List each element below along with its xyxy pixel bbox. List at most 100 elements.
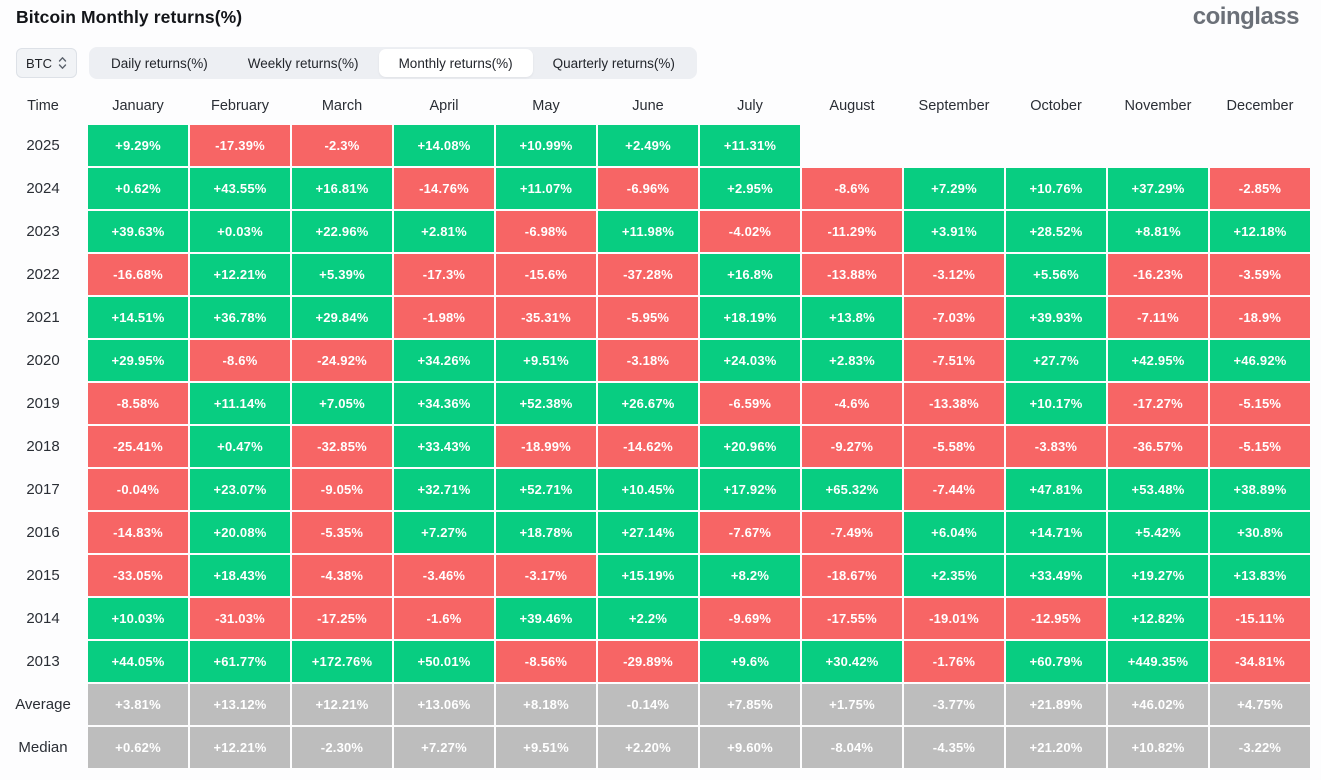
return-cell: -18.9%: [1210, 297, 1310, 339]
return-cell: +172.76%: [292, 641, 392, 683]
return-cell: -4.38%: [292, 555, 392, 597]
row-label-2022: 2022: [26, 266, 60, 284]
return-cell: -8.04%: [802, 727, 902, 769]
return-cell: +10.03%: [88, 598, 188, 640]
return-cell: -6.96%: [598, 168, 698, 210]
return-cell: -8.6%: [802, 168, 902, 210]
return-cell: +34.26%: [394, 340, 494, 382]
coinglass-logo: coinglass: [1192, 3, 1300, 30]
return-cell: -13.38%: [904, 383, 1004, 425]
return-cell: +7.05%: [292, 383, 392, 425]
return-cell: +36.78%: [190, 297, 290, 339]
return-cell: +10.99%: [496, 125, 596, 167]
return-cell: -7.44%: [904, 469, 1004, 511]
return-cell: -14.62%: [598, 426, 698, 468]
return-cell: +10.45%: [598, 469, 698, 511]
return-cell: [1210, 125, 1310, 166]
column-header-september: September: [918, 98, 990, 115]
return-cell: -1.6%: [394, 598, 494, 640]
return-cell: +44.05%: [88, 641, 188, 683]
row-label-2019: 2019: [26, 395, 60, 413]
return-cell: +18.78%: [496, 512, 596, 554]
return-cell: +11.14%: [190, 383, 290, 425]
tab-weekly-returns[interactable]: Weekly returns(%): [228, 49, 379, 77]
return-cell: +14.51%: [88, 297, 188, 339]
return-cell: -2.30%: [292, 727, 392, 769]
tab-daily-returns[interactable]: Daily returns(%): [91, 49, 228, 77]
return-cell: -7.51%: [904, 340, 1004, 382]
return-cell: +12.18%: [1210, 211, 1310, 253]
return-cell: +0.62%: [88, 168, 188, 210]
return-cell: -13.88%: [802, 254, 902, 296]
return-cell: +21.20%: [1006, 727, 1106, 769]
return-cell: +50.01%: [394, 641, 494, 683]
return-cell: [802, 125, 902, 166]
return-cell: +22.96%: [292, 211, 392, 253]
return-cell: +53.48%: [1108, 469, 1208, 511]
return-cell: -3.46%: [394, 555, 494, 597]
return-cell: +15.19%: [598, 555, 698, 597]
return-cell: -18.67%: [802, 555, 902, 597]
return-cell: +7.27%: [394, 512, 494, 554]
return-cell: +11.07%: [496, 168, 596, 210]
tab-quarterly-returns[interactable]: Quarterly returns(%): [533, 49, 695, 77]
return-cell: +5.56%: [1006, 254, 1106, 296]
tab-monthly-returns[interactable]: Monthly returns(%): [378, 49, 533, 78]
return-cell: +6.04%: [904, 512, 1004, 554]
row-label-2023: 2023: [26, 223, 60, 241]
return-cell: +37.29%: [1108, 168, 1208, 210]
return-cell: +65.32%: [802, 469, 902, 511]
column-header-november: November: [1124, 98, 1192, 115]
return-cell: -35.31%: [496, 297, 596, 339]
symbol-select-value: BTC: [26, 55, 52, 71]
return-cell: +18.43%: [190, 555, 290, 597]
column-header-april: April: [429, 98, 459, 115]
return-cell: +46.92%: [1210, 340, 1310, 382]
return-cell: [1006, 125, 1106, 166]
return-cell: -32.85%: [292, 426, 392, 468]
return-cell: +52.38%: [496, 383, 596, 425]
return-cell: +20.96%: [700, 426, 800, 468]
return-cell: +3.91%: [904, 211, 1004, 253]
topbar: Bitcoin Monthly returns(%) coinglass: [0, 0, 1321, 30]
column-header-time: Time: [27, 98, 59, 115]
column-header-december: December: [1226, 98, 1294, 115]
return-cell: +10.17%: [1006, 383, 1106, 425]
return-cell: -3.83%: [1006, 426, 1106, 468]
return-cell: -2.85%: [1210, 168, 1310, 210]
return-cell: +0.47%: [190, 426, 290, 468]
return-cell: -17.39%: [190, 125, 290, 167]
return-cell: +7.27%: [394, 727, 494, 769]
return-cell: +39.63%: [88, 211, 188, 253]
return-cell: +24.03%: [700, 340, 800, 382]
return-cell: -11.29%: [802, 211, 902, 253]
column-header-july: July: [737, 98, 763, 115]
return-cell: [904, 125, 1004, 166]
return-cell: +61.77%: [190, 641, 290, 683]
return-cell: +13.12%: [190, 684, 290, 726]
return-cell: +5.39%: [292, 254, 392, 296]
column-header-june: June: [632, 98, 664, 115]
return-cell: +8.18%: [496, 684, 596, 726]
symbol-select[interactable]: BTC: [16, 48, 77, 79]
return-cell: -0.04%: [88, 469, 188, 511]
updown-chevron-icon: [58, 56, 67, 70]
return-cell: -5.15%: [1210, 383, 1310, 425]
return-cell: +11.98%: [598, 211, 698, 253]
return-cell: +0.62%: [88, 727, 188, 769]
return-cell: -17.25%: [292, 598, 392, 640]
return-cell: +10.82%: [1108, 727, 1208, 769]
return-cell: +13.83%: [1210, 555, 1310, 597]
return-cell: +28.52%: [1006, 211, 1106, 253]
return-cell: +8.2%: [700, 555, 800, 597]
return-cell: +2.2%: [598, 598, 698, 640]
return-cell: -31.03%: [190, 598, 290, 640]
returns-period-tabs: Daily returns(%) Weekly returns(%) Monthly…: [89, 47, 697, 80]
return-cell: +9.6%: [700, 641, 800, 683]
return-cell: -14.76%: [394, 168, 494, 210]
return-cell: +17.92%: [700, 469, 800, 511]
return-cell: +14.08%: [394, 125, 494, 167]
return-cell: -2.3%: [292, 125, 392, 167]
row-label-2014: 2014: [26, 610, 60, 628]
